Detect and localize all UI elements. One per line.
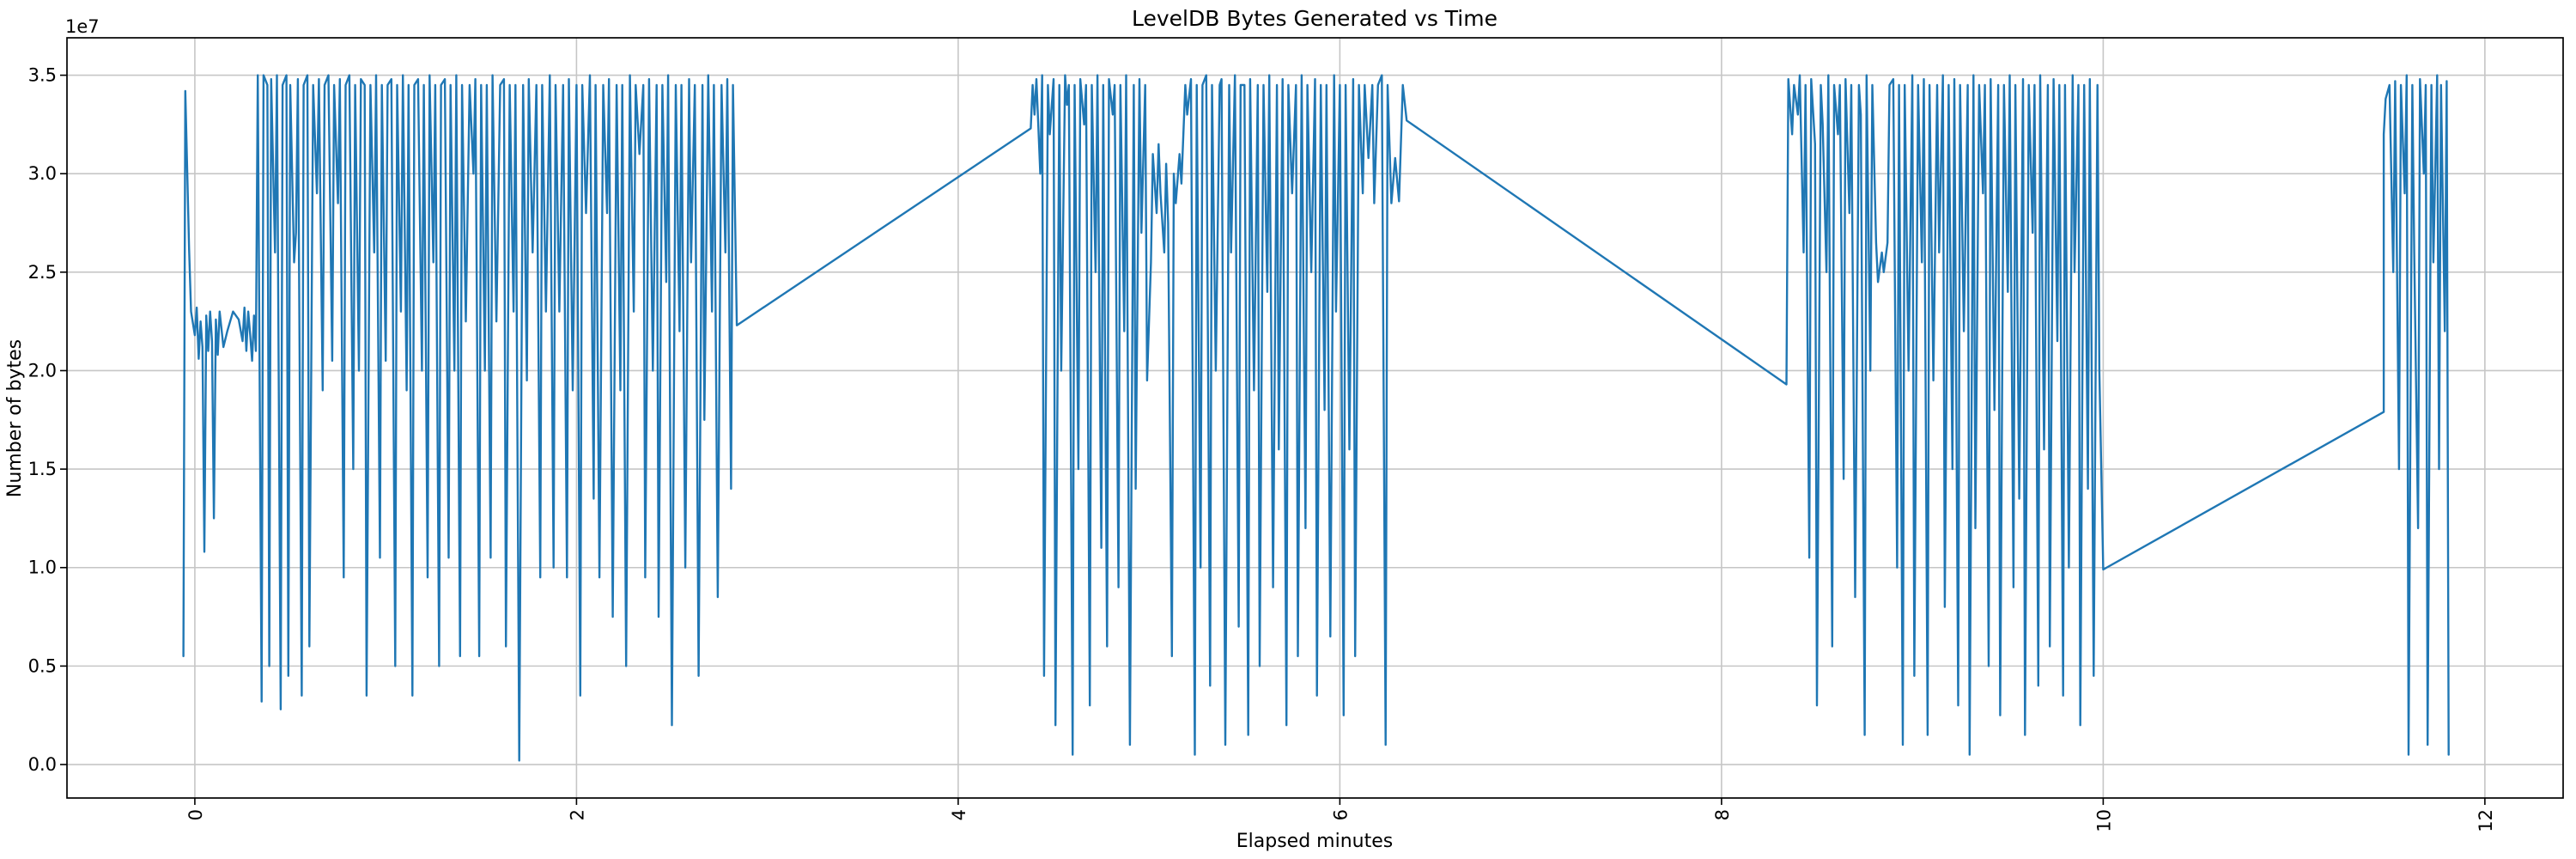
x-tick-label: 10 xyxy=(2093,809,2114,832)
x-tick-label: 4 xyxy=(949,809,969,820)
x-tick-labels: 0 2 4 6 8 10 12 xyxy=(185,809,2496,832)
y-tick-label: 2.0 xyxy=(28,360,57,381)
chart-title: LevelDB Bytes Generated vs Time xyxy=(1132,6,1498,31)
x-tick-label: 12 xyxy=(2476,809,2496,832)
axis-ticks xyxy=(60,74,2486,805)
y-tick-label: 0.5 xyxy=(28,655,57,676)
series-polyline xyxy=(182,74,2450,762)
y-tick-label: 0.0 xyxy=(28,754,57,775)
y-tick-label: 3.5 xyxy=(28,65,57,86)
y-tick-label: 1.5 xyxy=(28,459,57,479)
x-axis-label: Elapsed minutes xyxy=(1236,831,1393,852)
y-axis-offset-text: 1e7 xyxy=(65,16,100,37)
x-tick-label: 8 xyxy=(1712,809,1733,820)
y-tick-label: 1.0 xyxy=(28,557,57,578)
x-tick-label: 2 xyxy=(567,809,587,820)
axes-border xyxy=(66,37,2564,799)
y-tick-label: 3.0 xyxy=(28,163,57,184)
x-tick-label: 0 xyxy=(185,809,206,820)
y-axis-label: Number of bytes xyxy=(4,339,26,497)
x-tick-label: 6 xyxy=(1330,809,1351,820)
y-tick-labels: 0.0 0.5 1.0 1.5 2.0 2.5 3.0 3.5 xyxy=(28,65,57,775)
data-series-line xyxy=(182,74,2450,762)
y-tick-label: 2.5 xyxy=(28,262,57,283)
